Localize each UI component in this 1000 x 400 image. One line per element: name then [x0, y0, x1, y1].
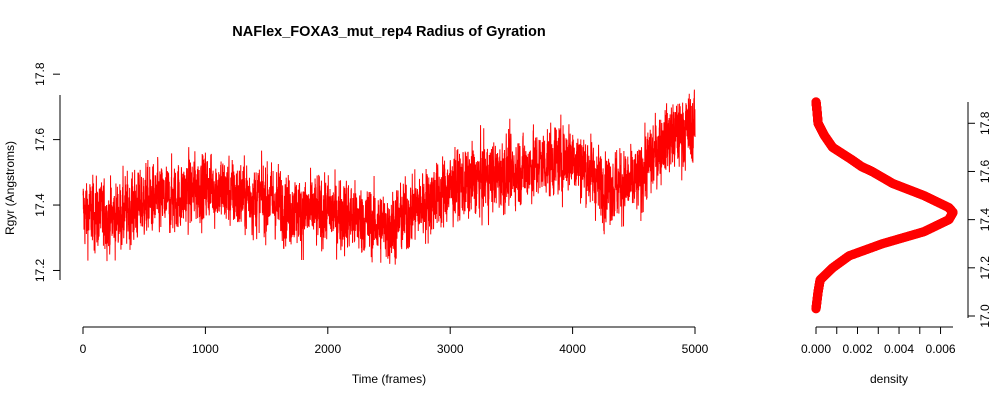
x-axis: 0 1000 2000 3000 4000 5000	[80, 326, 709, 356]
y-axis: 17.2 17.4 17.6 17.8	[33, 62, 61, 282]
density-x-axis: 0.000 0.002 0.004 0.006	[801, 326, 956, 356]
density-x-tick-label: 0.000	[801, 342, 831, 356]
density-y-tick-label: 17.6	[978, 159, 992, 183]
y-axis-label: Rgyr (Angstroms)	[3, 141, 17, 235]
x-tick-label: 5000	[682, 342, 709, 356]
density-y-tick-label: 17.4	[978, 208, 992, 232]
x-tick-label: 2000	[314, 342, 341, 356]
density-curve	[811, 97, 958, 314]
chart-title: NAFlex_FOXA3_mut_rep4 Radius of Gyration	[232, 24, 545, 40]
density-x-tick-label: 0.004	[884, 342, 914, 356]
rgyr-series-line	[82, 89, 696, 265]
x-axis-label: Time (frames)	[352, 372, 426, 386]
density-y-tick-label: 17.8	[978, 111, 992, 135]
y-tick-label: 17.2	[33, 258, 47, 282]
density-y-axis: 17.0 17.2 17.4 17.6 17.8	[967, 102, 992, 328]
density-y-tick-label: 17.2	[978, 256, 992, 280]
y-tick-label: 17.8	[33, 62, 47, 86]
density-x-axis-label: density	[870, 372, 908, 386]
density-x-tick-label: 0.002	[842, 342, 872, 356]
y-tick-label: 17.4	[33, 193, 47, 217]
density-y-tick-label: 17.0	[978, 304, 992, 328]
x-tick-label: 1000	[192, 342, 219, 356]
x-tick-label: 3000	[437, 342, 464, 356]
y-tick-label: 17.6	[33, 128, 47, 152]
x-tick-label: 4000	[559, 342, 586, 356]
density-point	[811, 97, 821, 107]
density-x-tick-label: 0.006	[926, 342, 956, 356]
x-tick-label: 0	[80, 342, 87, 356]
rgyr-trace	[82, 89, 696, 265]
